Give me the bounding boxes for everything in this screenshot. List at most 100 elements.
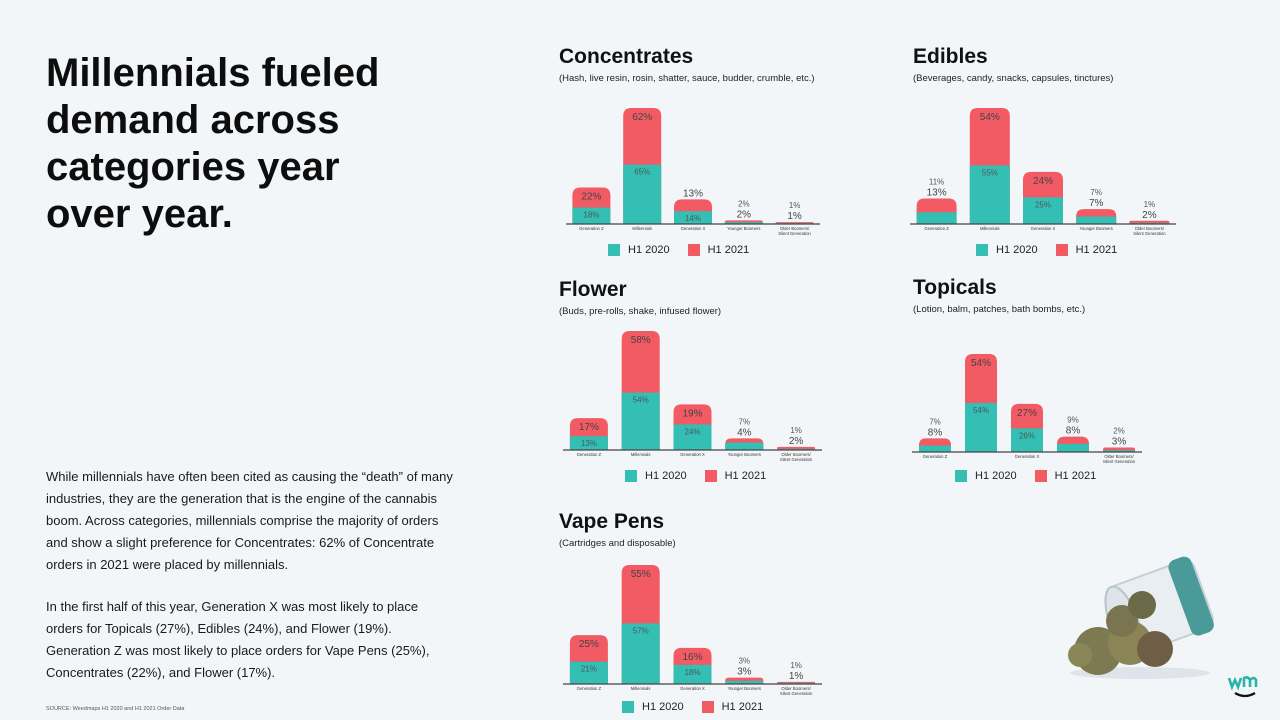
chart-panel-vape-pens: Vape Pens (Cartridges and disposable) — [559, 510, 676, 549]
legend-label: H1 2021 — [707, 244, 750, 256]
bar-h1-2020 — [1011, 428, 1043, 452]
data-label-h1-2021: 8% — [1066, 426, 1081, 437]
data-label-h1-2021: 2% — [737, 209, 752, 220]
legend-label: H1 2021 — [1075, 244, 1118, 256]
data-label-h1-2021: 19% — [682, 408, 702, 419]
bar-h1-2020 — [1103, 450, 1135, 452]
category-label: Older Boomers/Silent Generation — [780, 452, 813, 462]
chart-plot: 8%7%Generation Z54%54% 27%26%Generation X… — [912, 354, 1142, 464]
chart-legend: H1 2020 H1 2021 — [976, 244, 1117, 256]
data-label-h1-2021: 8% — [928, 427, 943, 438]
data-label-h1-2020: 1% — [1144, 200, 1156, 209]
category-label: Generation Z — [577, 686, 602, 691]
data-label-h1-2020: 7% — [1090, 188, 1102, 197]
chart-plot: 13%11% Generation Z 54% 55% Millennials 24% 25… — [910, 108, 1176, 236]
legend-label: H1 2021 — [724, 470, 767, 482]
body-text: While millennials have often been cited … — [46, 466, 456, 704]
bar-h1-2020 — [725, 442, 764, 450]
chart-legend: H1 2020 H1 2021 — [625, 470, 766, 482]
legend-item: H1 2021 — [701, 701, 763, 713]
data-label-h1-2020: 11% — [929, 177, 944, 186]
category-label: Generation X — [680, 452, 705, 457]
data-label-h1-2021: 55% — [631, 569, 651, 580]
data-label-h1-2020: 54% — [973, 406, 989, 415]
legend-item: H1 2021 — [704, 470, 767, 482]
chart-subtitle: (Beverages, candy, snacks, capsules, tin… — [913, 73, 1114, 84]
category-label: Millennials — [980, 226, 1000, 231]
category-label: Younger Boomers — [728, 686, 761, 691]
data-label-h1-2021: 54% — [971, 358, 991, 369]
data-label-h1-2020: 3% — [739, 657, 751, 666]
data-label-h1-2020: 55% — [982, 168, 998, 177]
data-label-h1-2020: 1% — [790, 661, 802, 670]
chart-title: Topicals — [913, 276, 997, 299]
headline: Millennials fueled demand across categor… — [46, 51, 380, 236]
data-label-h1-2020: 9% — [1067, 416, 1079, 425]
chart-panel-edibles: Edibles (Beverages, candy, snacks, capsu… — [913, 45, 1113, 84]
chart-subtitle: (Lotion, balm, patches, bath bombs, etc.… — [913, 304, 1086, 315]
legend-label: H1 2020 — [975, 470, 1017, 482]
bar-h1-2020 — [1057, 443, 1089, 452]
data-label-h1-2020: 14% — [685, 214, 701, 223]
data-label-h1-2021: 13% — [683, 188, 703, 199]
data-label-h1-2021: 1% — [787, 211, 802, 222]
chart-title: Vape Pens — [559, 510, 665, 533]
legend-item: H1 2021 — [687, 244, 750, 256]
legend-swatch — [701, 701, 714, 713]
weedmaps-logo — [1227, 676, 1258, 698]
bar-h1-2020 — [621, 392, 660, 450]
bar-h1-2020 — [674, 211, 712, 224]
data-label-h1-2020: 18% — [583, 211, 599, 220]
data-label-h1-2020: 1% — [790, 426, 802, 435]
bar-h1-2020 — [569, 436, 608, 450]
data-label-h1-2020: 25% — [1035, 200, 1051, 209]
bar-h1-2020 — [569, 661, 608, 684]
category-label: Generation Z — [577, 452, 602, 457]
data-label-h1-2021: 24% — [1033, 176, 1053, 187]
data-label-h1-2020: 54% — [633, 396, 649, 405]
data-label-h1-2021: 54% — [980, 112, 1000, 123]
data-label-h1-2021: 27% — [1017, 408, 1037, 419]
category-label: Older Boomers/Silent Generation — [778, 226, 811, 236]
data-label-h1-2020: 18% — [684, 668, 700, 677]
bar-h1-2020 — [1076, 216, 1117, 224]
data-label-h1-2021: 22% — [581, 191, 601, 202]
legend-swatch — [622, 701, 634, 713]
data-label-h1-2020: 2% — [1113, 426, 1125, 435]
legend-item: H1 2020 — [955, 470, 1017, 482]
data-label-h1-2020: 1% — [789, 201, 801, 210]
chart-title: Flower — [559, 278, 627, 301]
data-label-h1-2020: 24% — [684, 428, 700, 437]
data-label-h1-2021: 13% — [927, 187, 947, 198]
legend-item: H1 2020 — [608, 244, 670, 256]
legend-swatch — [608, 244, 620, 256]
category-label: Older Boomers/Silent Generation — [1133, 226, 1166, 236]
source-note: SOURCE: Weedmaps H1 2020 and H1 2021 Ord… — [46, 706, 185, 712]
bar-h1-2020 — [673, 664, 712, 684]
data-label-h1-2020: 2% — [738, 199, 750, 208]
data-label-h1-2020: 7% — [739, 417, 751, 426]
legend-swatch — [625, 470, 637, 482]
data-label-h1-2021: 2% — [789, 436, 804, 447]
chart-panel-topicals: Topicals (Lotion, balm, patches, bath bo… — [913, 276, 1085, 315]
data-label-h1-2021: 62% — [632, 112, 652, 123]
legend-label: H1 2020 — [642, 701, 684, 713]
bar-h1-2020 — [969, 165, 1010, 224]
data-label-h1-2021: 7% — [1089, 198, 1104, 209]
bar-h1-2020 — [1023, 197, 1063, 224]
bar-h1-2020 — [916, 212, 957, 224]
category-label: Millennials — [631, 686, 651, 691]
chart-legend: H1 2020 H1 2021 — [608, 244, 749, 256]
legend-item: H1 2020 — [625, 470, 687, 482]
legend-swatch — [1055, 244, 1068, 256]
data-label-h1-2020: 57% — [633, 626, 649, 635]
legend-label: H1 2020 — [628, 244, 670, 256]
body-paragraph: In the first half of this year, Generati… — [46, 599, 430, 680]
data-label-h1-2021: 1% — [789, 671, 804, 682]
bar-h1-2020 — [623, 164, 662, 224]
legend-label: H1 2020 — [996, 244, 1038, 256]
legend-item: H1 2021 — [1034, 470, 1096, 482]
data-label-h1-2021: 16% — [682, 652, 702, 663]
bar-h1-2020 — [572, 207, 611, 224]
data-label-h1-2021: 17% — [579, 422, 599, 433]
